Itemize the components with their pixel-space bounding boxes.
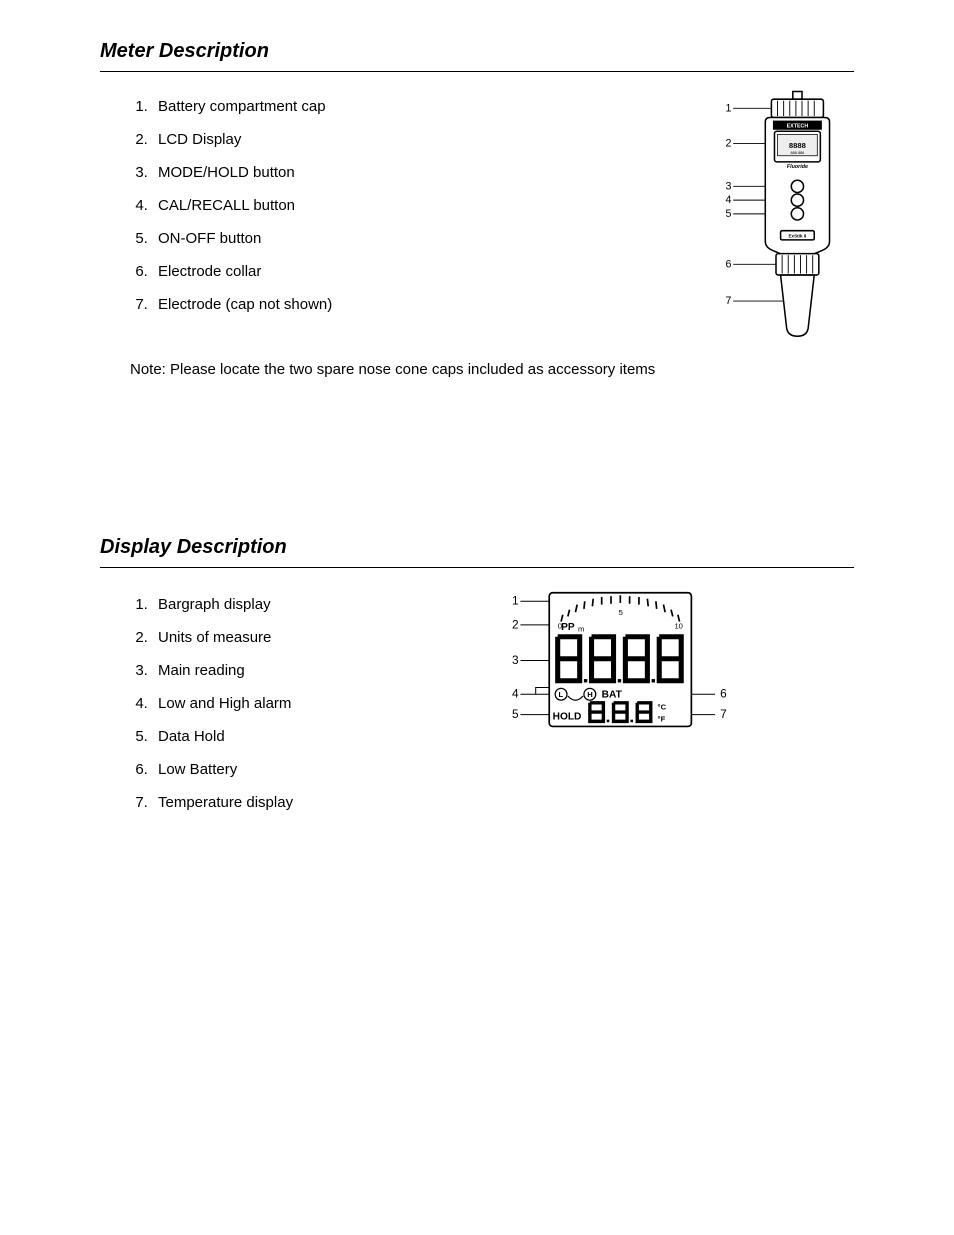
- degc-label: °C: [658, 703, 667, 712]
- callout-num: 7: [726, 295, 732, 307]
- list-item: Low Battery: [152, 753, 390, 786]
- page: Meter Description 1 2 3 4 5 6 7: [0, 0, 954, 1235]
- display-figure: 1 2 3 4 5 6 7: [512, 586, 732, 743]
- list-item: Units of measure: [152, 621, 390, 654]
- high-label: H: [587, 690, 593, 699]
- callout-num: 4: [512, 687, 519, 701]
- low-label: L: [559, 690, 564, 699]
- list-item: Temperature display: [152, 786, 390, 819]
- rule: [100, 567, 854, 568]
- arc-label: 10: [674, 622, 682, 631]
- callout-num: 3: [726, 180, 732, 192]
- degf-label: °F: [658, 715, 666, 724]
- section-title-display: Display Description: [100, 536, 854, 559]
- svg-text:8888: 8888: [789, 141, 806, 150]
- list-item: Low and High alarm: [152, 687, 390, 720]
- callout-num: 6: [720, 687, 727, 701]
- units-label: PP: [561, 622, 575, 633]
- meter-note: Note: Please locate the two spare nose c…: [130, 361, 854, 378]
- list-item: Bargraph display: [152, 588, 390, 621]
- list-item: Data Hold: [152, 720, 390, 753]
- callout-num: 1: [726, 102, 732, 114]
- list-item: Main reading: [152, 654, 390, 687]
- section-title-meter: Meter Description: [100, 40, 854, 63]
- units-sub-label: m: [578, 625, 584, 634]
- callout-num: 2: [726, 138, 732, 150]
- hold-label: HOLD: [553, 712, 582, 723]
- callout-num: 2: [512, 618, 519, 632]
- callout-num: 1: [512, 594, 519, 608]
- rule: [100, 71, 854, 72]
- svg-text:888 888: 888 888: [791, 151, 805, 155]
- callout-num: 5: [512, 707, 519, 721]
- model-label: Fluoride: [787, 164, 808, 170]
- callout-num: 3: [512, 653, 519, 667]
- brand-bottom-label: ExStik II: [789, 234, 807, 239]
- bat-label: BAT: [602, 690, 623, 701]
- meter-figure: 1 2 3 4 5 6 7: [724, 90, 854, 347]
- callout-num: 7: [720, 707, 727, 721]
- arc-label: 5: [619, 608, 623, 617]
- display-list: Bargraph display Units of measure Main r…: [100, 588, 390, 819]
- brand-label: EXTECH: [787, 123, 809, 129]
- callout-num: 4: [726, 194, 732, 206]
- lcd-svg: 1 2 3 4 5 6 7: [512, 586, 732, 738]
- meter-svg: 1 2 3 4 5 6 7: [724, 90, 854, 342]
- callout-num: 6: [726, 258, 732, 270]
- callout-num: 5: [726, 208, 732, 220]
